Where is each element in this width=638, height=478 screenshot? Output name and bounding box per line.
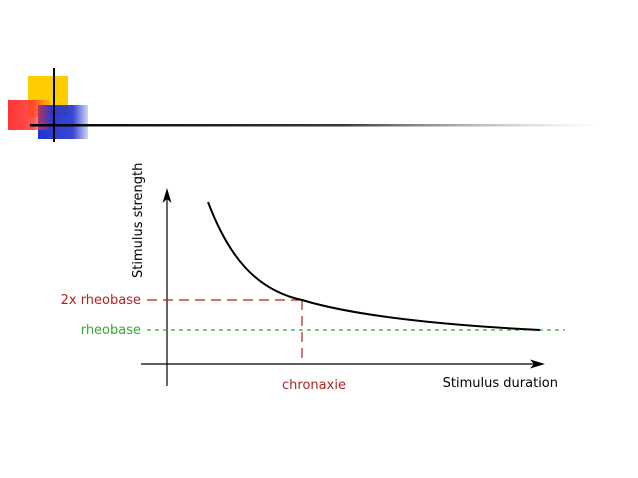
strength-duration-curve <box>207 201 541 331</box>
x-axis-arrowhead <box>530 359 545 369</box>
deco-horizontal-line <box>30 124 600 127</box>
colored-blocks-cross-icon <box>8 68 600 142</box>
y-axis-label: Stimulus strength <box>131 163 146 278</box>
x-axis-label: Stimulus duration <box>443 376 558 391</box>
axes <box>141 188 545 386</box>
rheobase-2x-label: 2x rheobase <box>61 293 141 308</box>
rheobase-label: rheobase <box>81 323 141 338</box>
y-axis-arrowhead <box>162 188 172 203</box>
chronaxie-label: chronaxie <box>282 378 346 393</box>
